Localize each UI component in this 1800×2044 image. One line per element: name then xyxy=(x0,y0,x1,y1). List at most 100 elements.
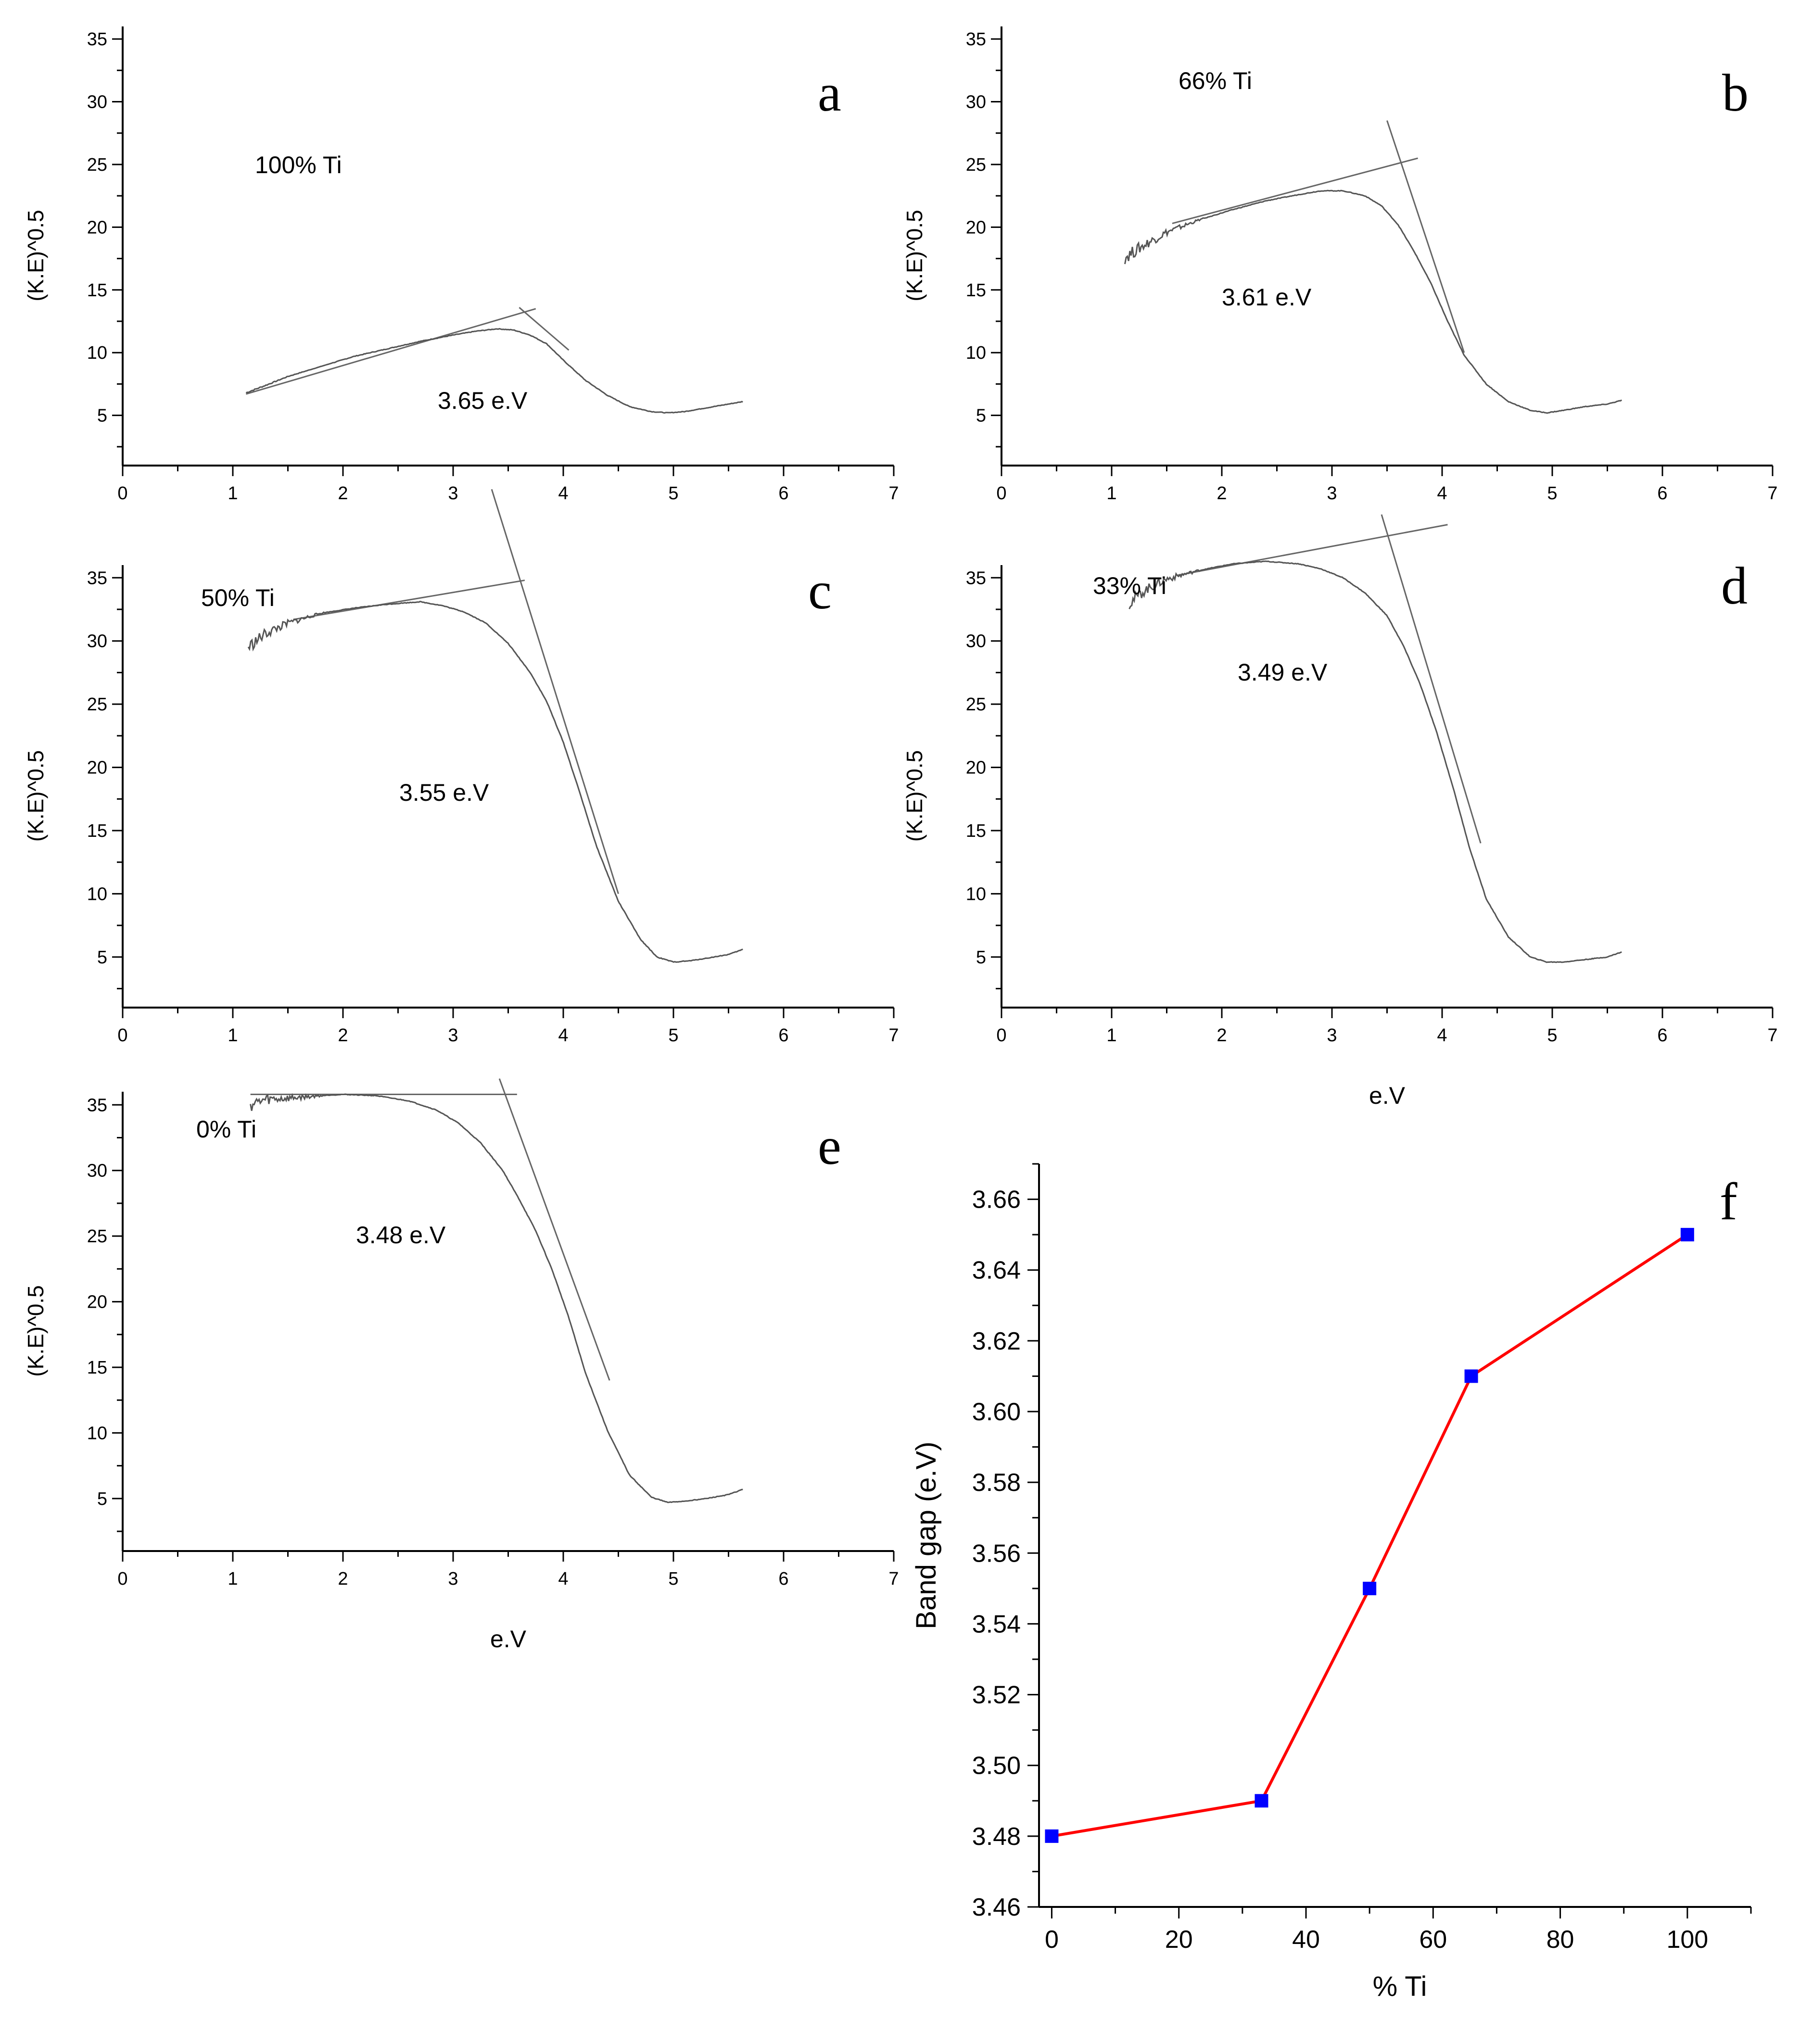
x-tick-label: 1 xyxy=(228,483,238,504)
y-tick-label: 30 xyxy=(966,92,986,113)
panel-b: 0 1 2 3 4 5 6 7 5 10 15 20 25 30 35 (K.E)^0.5 66% Ti 3.61… xyxy=(902,26,1778,504)
panel-f: 0 20 40 60 80 100 3.46 3.48 3.50 3.52 3.54 3.56 3.58… xyxy=(911,1163,1752,2002)
y-tick-label: 3.54 xyxy=(972,1610,1021,1638)
y-tick-label: 5 xyxy=(976,947,986,968)
spectrum-trace xyxy=(1124,189,1623,414)
y-axis-label: (K.E)^0.5 xyxy=(902,210,927,301)
y-tick-label: 3.50 xyxy=(972,1752,1021,1780)
x-tick-label: 7 xyxy=(1767,1025,1777,1046)
y-tick-label: 3.46 xyxy=(972,1893,1021,1921)
sample-label: 66% Ti xyxy=(1179,67,1252,94)
y-tick-label: 3.60 xyxy=(972,1398,1021,1426)
x-tick-label: 1 xyxy=(1106,483,1116,504)
tangent-line xyxy=(246,308,536,395)
x-tick-label: 1 xyxy=(1106,1025,1116,1046)
x-tick-label: 100 xyxy=(1666,1926,1708,1954)
x-tick-label: 4 xyxy=(558,483,568,504)
spectrum-trace xyxy=(247,601,743,963)
x-tick-label: 7 xyxy=(888,483,899,504)
panel-e: 0 1 2 3 4 5 6 7 5 10 15 20 25 30 35 (K.E)^0.5 e.V 0% Ti 3.… xyxy=(23,1078,899,1653)
y-tick-label: 15 xyxy=(87,1358,107,1378)
x-tick-label: 4 xyxy=(1437,1025,1447,1046)
y-tick-label: 35 xyxy=(87,29,107,50)
x-tick-label: 6 xyxy=(778,1025,788,1046)
x-tick-label: 2 xyxy=(338,1025,348,1046)
x-tick-label: 4 xyxy=(1437,483,1447,504)
y-tick-label: 35 xyxy=(87,568,107,588)
sample-label: 100% Ti xyxy=(255,151,342,178)
x-tick-label: 5 xyxy=(668,483,678,504)
x-tick-label: 0 xyxy=(117,1025,127,1046)
data-point xyxy=(1255,1794,1268,1808)
x-tick-label: 0 xyxy=(117,483,127,504)
x-tick-label: 5 xyxy=(1547,483,1557,504)
y-tick-label: 30 xyxy=(87,92,107,113)
y-tick-label: 3.56 xyxy=(972,1539,1021,1567)
y-tick-label: 20 xyxy=(87,1292,107,1312)
y-tick-label: 35 xyxy=(966,29,986,50)
x-tick-label: 0 xyxy=(117,1569,127,1589)
sample-label: 33% Ti xyxy=(1093,572,1166,599)
sample-label: 50% Ti xyxy=(201,584,275,611)
x-tick-label: 7 xyxy=(888,1025,899,1046)
panel-letter: f xyxy=(1720,1172,1737,1231)
tangent-line xyxy=(1178,524,1448,576)
x-tick-label: 2 xyxy=(338,1569,348,1589)
panel-letter: e xyxy=(818,1117,841,1175)
data-point xyxy=(1680,1228,1694,1242)
tangent-line xyxy=(1381,514,1482,844)
y-tick-label: 3.62 xyxy=(972,1327,1021,1355)
y-tick-label: 35 xyxy=(87,1095,107,1115)
data-point xyxy=(1363,1581,1377,1595)
x-tick-label: 3 xyxy=(448,1569,458,1589)
x-tick-label: 4 xyxy=(558,1569,568,1589)
x-tick-label: 40 xyxy=(1292,1926,1320,1954)
band-gap-line xyxy=(1051,1233,1688,1838)
x-tick-label: 20 xyxy=(1165,1926,1193,1954)
x-tick-label: 2 xyxy=(1217,1025,1227,1046)
x-tick-label: 3 xyxy=(1327,483,1337,504)
x-tick-label: 5 xyxy=(668,1569,678,1589)
x-tick-label: 6 xyxy=(778,483,788,504)
y-tick-label: 3.64 xyxy=(972,1257,1021,1285)
y-tick-label: 15 xyxy=(87,280,107,301)
x-tick-label: 6 xyxy=(1657,1025,1667,1046)
data-point xyxy=(1464,1369,1478,1383)
x-tick-label: 3 xyxy=(1327,1025,1337,1046)
panel-a: 0 1 2 3 4 5 6 7 5 10 15 20 25 30 35 (K.E)^0.5 100% Ti 3.6… xyxy=(23,26,899,504)
y-tick-label: 15 xyxy=(966,280,986,301)
y-axis-label: Band gap (e.V) xyxy=(911,1441,942,1629)
x-tick-label: 2 xyxy=(338,483,348,504)
y-tick-label: 20 xyxy=(966,217,986,238)
y-axis-label: (K.E)^0.5 xyxy=(23,750,48,842)
y-tick-label: 35 xyxy=(966,568,986,588)
tangent-line xyxy=(491,489,619,894)
x-tick-label: 7 xyxy=(1767,483,1777,504)
panel-letter: d xyxy=(1721,556,1748,615)
x-tick-label: 1 xyxy=(228,1025,238,1046)
panel-letter: a xyxy=(818,63,841,122)
y-tick-label: 10 xyxy=(87,884,107,904)
x-tick-label: 3 xyxy=(448,1025,458,1046)
y-axis-label: (K.E)^0.5 xyxy=(23,1285,48,1376)
panel-letter: b xyxy=(1722,63,1749,122)
y-tick-label: 25 xyxy=(966,155,986,175)
y-tick-label: 15 xyxy=(87,821,107,841)
y-tick-label: 3.58 xyxy=(972,1469,1021,1497)
x-tick-label: 3 xyxy=(448,483,458,504)
y-tick-label: 5 xyxy=(97,1489,107,1509)
tangent-line xyxy=(498,1078,610,1381)
x-tick-label: 2 xyxy=(1217,483,1227,504)
sample-label: 0% Ti xyxy=(196,1116,256,1143)
band-gap-label: 3.48 e.V xyxy=(356,1222,446,1249)
y-tick-label: 3.52 xyxy=(972,1681,1021,1709)
x-tick-label: 80 xyxy=(1546,1926,1574,1954)
x-tick-label: 7 xyxy=(888,1569,899,1589)
panel-d: 0 1 2 3 4 5 6 7 5 10 15 20 25 30 35 (K.E)^0.5 e.V 33% Ti 3… xyxy=(902,514,1778,1109)
x-tick-label: 6 xyxy=(778,1569,788,1589)
x-tick-label: 0 xyxy=(1045,1926,1059,1954)
x-tick-label: 5 xyxy=(1547,1025,1557,1046)
band-gap-label: 3.65 e.V xyxy=(438,387,528,414)
x-axis-label: % Ti xyxy=(1373,1971,1427,2002)
y-tick-label: 25 xyxy=(87,694,107,715)
